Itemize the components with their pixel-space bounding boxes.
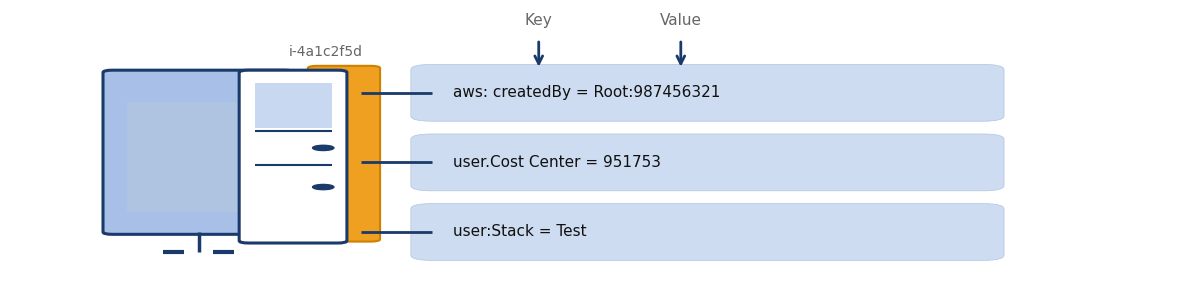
FancyBboxPatch shape	[411, 134, 1004, 191]
Text: Value: Value	[659, 13, 702, 28]
FancyBboxPatch shape	[255, 83, 332, 128]
Text: aws: createdBy = Root:987456321: aws: createdBy = Root:987456321	[453, 85, 721, 100]
Circle shape	[313, 184, 334, 190]
FancyBboxPatch shape	[127, 102, 266, 212]
FancyBboxPatch shape	[239, 70, 347, 243]
Text: i-4a1c2f5d: i-4a1c2f5d	[289, 45, 362, 59]
Text: Key: Key	[525, 13, 553, 28]
Circle shape	[313, 145, 334, 151]
Text: user:Stack = Test: user:Stack = Test	[453, 224, 587, 240]
Text: user.Cost Center = 951753: user.Cost Center = 951753	[453, 155, 662, 170]
FancyBboxPatch shape	[411, 204, 1004, 260]
FancyBboxPatch shape	[308, 66, 380, 242]
FancyBboxPatch shape	[103, 70, 294, 234]
FancyBboxPatch shape	[411, 64, 1004, 121]
